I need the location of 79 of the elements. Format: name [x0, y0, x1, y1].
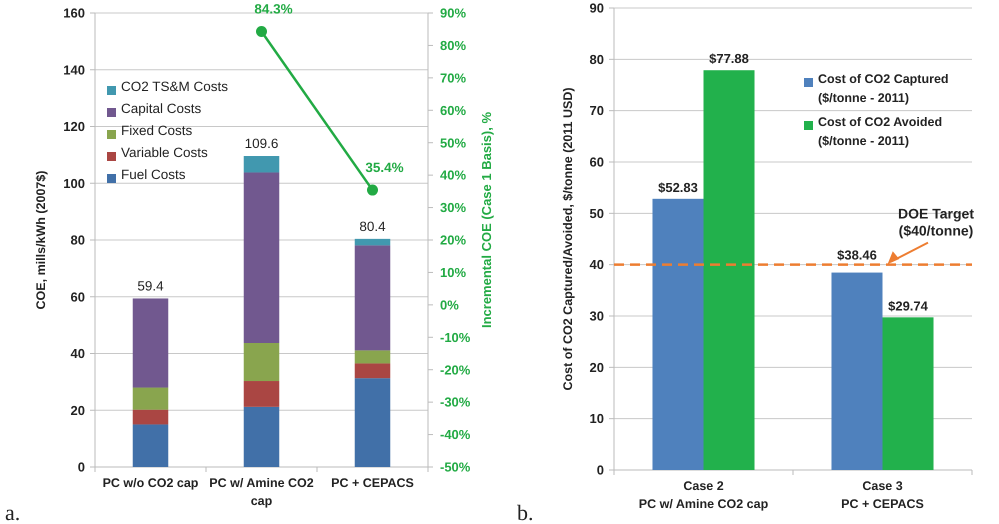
y2-axis-title: Incremental COE (Case 1 Basis), % — [479, 112, 494, 328]
bar — [831, 272, 882, 470]
bar — [354, 378, 390, 467]
ref-line-label: DOE Target ($40/tonne) — [898, 206, 974, 239]
y2-tick-label: -50% — [440, 460, 471, 475]
y-tick-label: 0 — [596, 462, 604, 478]
y-tick-label: 30 — [590, 308, 604, 324]
data-label: 35.4% — [365, 160, 404, 176]
bar — [244, 172, 280, 343]
y2-tick-label: 50% — [440, 135, 466, 150]
legend-label: CO2 TS&M Costs — [121, 79, 228, 94]
legend-label: Fuel Costs — [121, 167, 186, 182]
y2-tick-label: -20% — [440, 362, 471, 378]
y2-tick-label: 0% — [440, 297, 460, 312]
bar — [132, 298, 168, 388]
y2-tick-label: 90% — [440, 6, 466, 21]
y-tick-label: 140 — [63, 62, 85, 78]
x-tick-label: PC + CEPACS — [331, 476, 414, 490]
bar — [354, 245, 390, 350]
y-tick-label: 90 — [590, 0, 604, 16]
total-label: 109.6 — [244, 136, 278, 152]
bar — [244, 156, 280, 172]
y-tick-label: 70 — [590, 103, 604, 118]
bar — [244, 343, 280, 382]
y2-tick-label: 70% — [440, 70, 466, 86]
y2-tick-label: 40% — [440, 168, 466, 183]
data-label: 84.3% — [254, 1, 293, 16]
data-label: $52.83 — [658, 180, 698, 195]
bar — [882, 317, 934, 470]
y-tick-label: 80 — [590, 52, 604, 67]
y-tick-label: 160 — [63, 6, 85, 21]
y2-tick-label: 60% — [440, 102, 466, 118]
bar — [354, 363, 390, 378]
bar — [132, 424, 168, 467]
text: b. — [517, 500, 534, 524]
y-tick-label: 120 — [63, 119, 85, 134]
y2-tick-label: 80% — [440, 38, 466, 53]
y-tick-label: 10 — [590, 411, 604, 426]
x-tick-label: Case 3 PC + CEPACS — [841, 479, 924, 511]
y-tick-label: 60 — [590, 154, 604, 170]
x-tick-label: PC w/o CO2 cap — [102, 476, 199, 490]
y-tick-label: 60 — [70, 289, 85, 304]
bar — [132, 410, 168, 424]
bar — [244, 406, 280, 467]
legend-label: Variable Costs — [121, 145, 208, 160]
legend-label: Capital Costs — [121, 101, 202, 116]
y-tick-label: 80 — [70, 232, 85, 248]
x-tick-label: Case 2 PC w/ Amine CO2 cap — [638, 479, 769, 511]
bar — [244, 381, 280, 407]
data-label: $77.88 — [709, 51, 749, 66]
y2-tick-label: 30% — [440, 200, 466, 216]
y-tick-label: 40 — [590, 257, 604, 272]
data-label: $38.46 — [837, 248, 877, 263]
total-label: 59.4 — [137, 278, 164, 294]
y-tick-label: 50 — [590, 206, 604, 221]
text: a. — [5, 500, 20, 524]
bar — [354, 238, 390, 246]
data-label: $29.74 — [888, 298, 929, 314]
legend-label: Cost of CO2 Avoided ($/tonne - 2011) — [818, 115, 942, 148]
y-axis-title: Cost of CO2 Captured/Avoided, $/tonne (2011 USD) — [561, 87, 575, 391]
bar — [652, 198, 704, 470]
y2-tick-label: -30% — [440, 394, 471, 410]
y-axis-title: COE, mills/kWh (2007$) — [34, 170, 48, 310]
x-tick-label: PC w/ Amine CO2 cap — [209, 476, 314, 508]
y-tick-label: 20 — [590, 360, 604, 375]
bar — [354, 350, 390, 364]
bar — [704, 70, 755, 470]
legend-label: Cost of CO2 Captured ($/tonne - 2011) — [818, 72, 949, 105]
total-label: 80.4 — [359, 218, 386, 234]
y2-tick-label: -10% — [440, 330, 471, 345]
y-tick-label: 40 — [70, 346, 85, 362]
legend-label: Fixed Costs — [121, 123, 193, 138]
y-tick-label: 100 — [63, 176, 85, 191]
y2-tick-label: 20% — [440, 232, 466, 248]
y-tick-label: 0 — [78, 460, 85, 475]
y2-tick-label: -40% — [440, 427, 471, 442]
y-tick-label: 20 — [70, 402, 85, 418]
y2-tick-label: 10% — [440, 264, 466, 280]
bar — [132, 388, 168, 410]
